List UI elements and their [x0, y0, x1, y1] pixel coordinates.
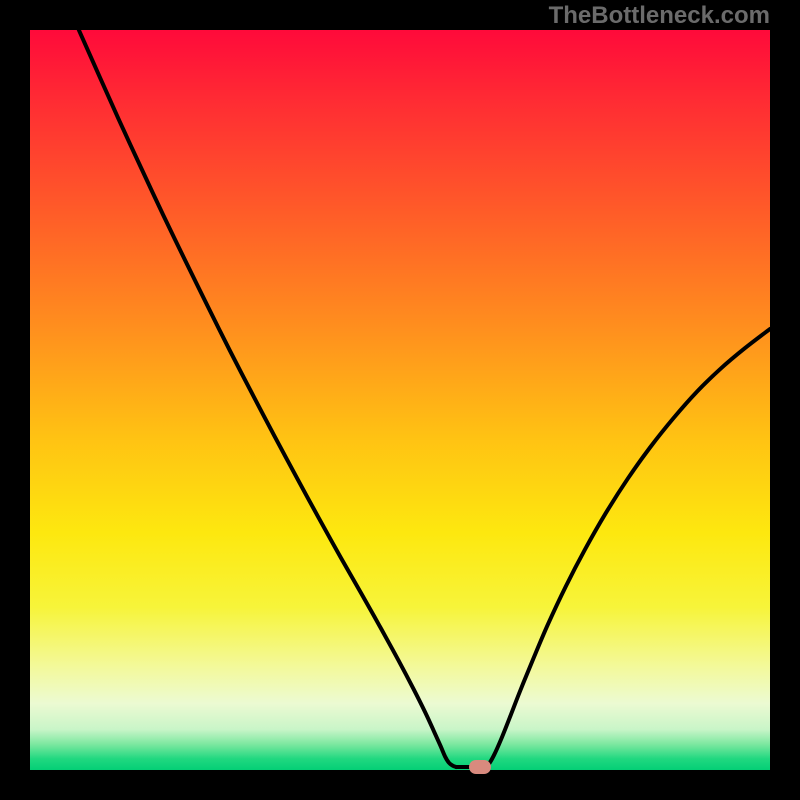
chart-frame: TheBottleneck.com	[0, 0, 800, 800]
bottleneck-curve	[30, 30, 770, 770]
plot-area	[30, 30, 770, 770]
optimum-marker	[469, 760, 491, 774]
watermark-text: TheBottleneck.com	[549, 2, 770, 30]
